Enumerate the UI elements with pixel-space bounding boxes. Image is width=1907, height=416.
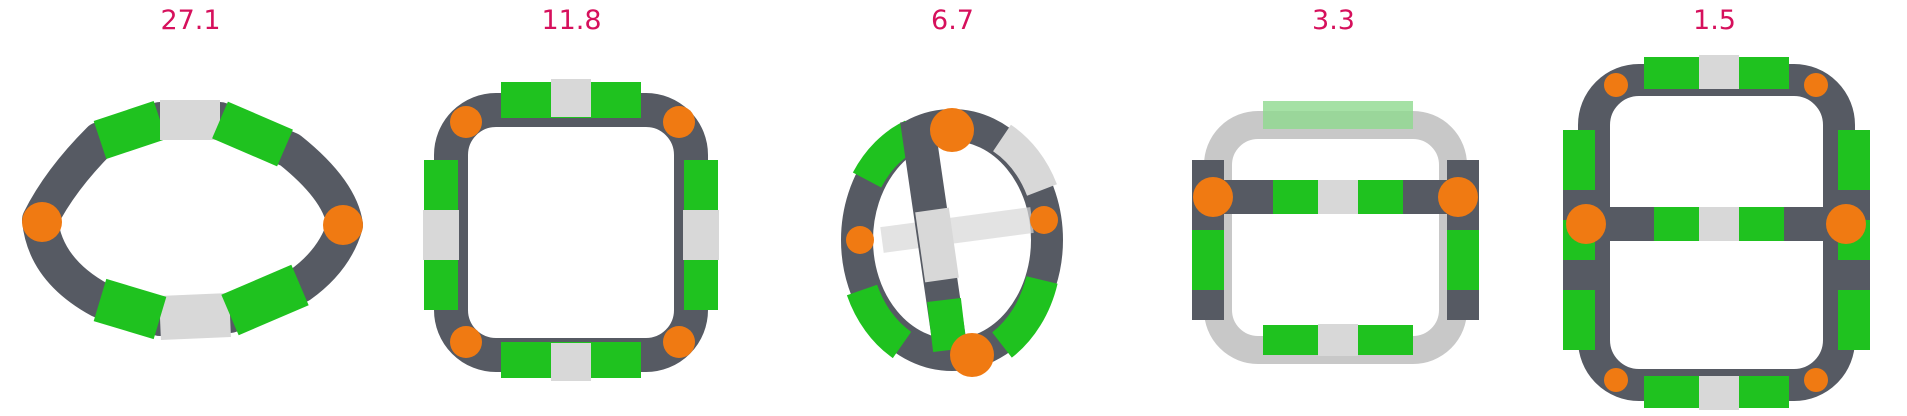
panel-1: 27.1 [0, 0, 381, 416]
ring-structure-4 [1192, 101, 1479, 364]
panel-label: 27.1 [160, 5, 221, 36]
panel-label: 3.3 [1312, 5, 1355, 36]
panel-label: 6.7 [931, 5, 974, 36]
panel-5: 1.5 [1524, 0, 1905, 416]
panel-label: 11.8 [541, 5, 602, 36]
ring-structure-3 [841, 108, 1063, 377]
panel-4: 3.3 [1143, 0, 1524, 416]
ring-structure-2 [423, 79, 719, 381]
ring-structure-5 [1563, 55, 1870, 410]
panel-label: 1.5 [1693, 5, 1736, 36]
panel-2: 11.8 [381, 0, 762, 416]
ring-structure-1 [22, 100, 363, 340]
panel-3: 6.7 [762, 0, 1143, 416]
